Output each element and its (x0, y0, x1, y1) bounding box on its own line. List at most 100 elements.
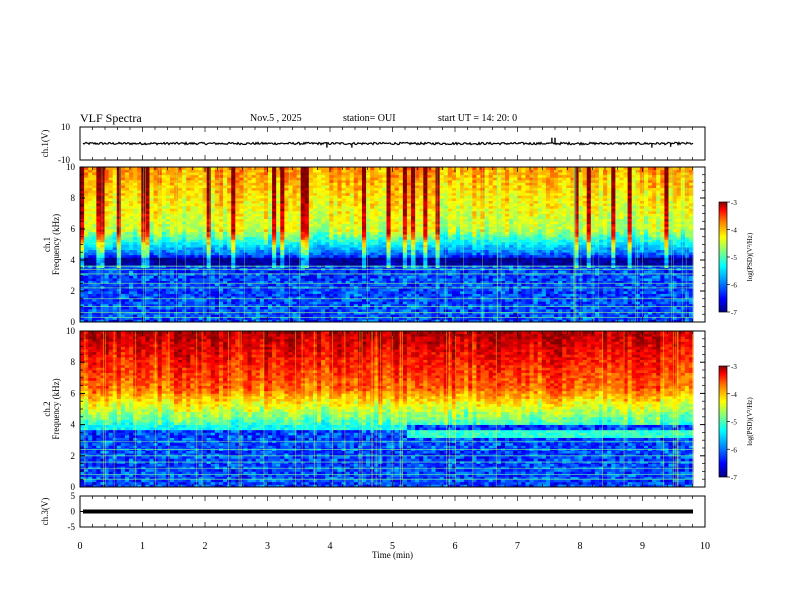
ch1-spectrogram-cell (390, 249, 396, 253)
ch1-spectrogram-cell (488, 239, 494, 243)
ch1-spectrogram-cell (321, 247, 326, 251)
ch1-spectrogram-cell (259, 265, 265, 269)
ch1-spectrogram-cell (133, 288, 138, 292)
ch1-spectrogram-cell (513, 260, 518, 263)
ch1-spectrogram-cell (603, 262, 608, 266)
ch1-spectrogram-cell (341, 265, 346, 269)
ch1-spectrogram-cell (202, 303, 208, 307)
ch1-spectrogram-cell (133, 291, 138, 294)
ch1-spectrogram-cell (108, 319, 114, 323)
ch1-spectrogram-cell (639, 314, 645, 318)
ch1-spectrogram-cell (676, 314, 682, 318)
ch1-spectrogram-cell (133, 283, 138, 287)
ch1-spectrogram-cell (472, 280, 477, 284)
ch1-spectrogram-cell (349, 278, 355, 282)
ch1-spectrogram-cell (521, 275, 526, 279)
ch1-spectrogram-cell (161, 303, 167, 307)
ch1-spectrogram-cell (165, 270, 171, 274)
ch1-spectrogram-cell (374, 316, 379, 320)
ch1-spectrogram-cell (104, 280, 109, 284)
ch1-spectrogram-cell (341, 280, 346, 284)
ch1-spectrogram-cell (288, 285, 293, 289)
ch1-spectrogram-cell (537, 319, 543, 323)
ch1-spectrogram-cell (276, 301, 281, 305)
ch1-spectrogram-cell (202, 296, 208, 300)
ch1-spectrogram-cell (672, 272, 678, 276)
ch1-spectrogram-cell (263, 257, 269, 261)
ch1-spectrogram-cell (435, 303, 440, 307)
ch1-spectrogram-cell (92, 311, 97, 315)
ch1-spectrogram-cell (288, 303, 293, 307)
ch1-spectrogram-cell (190, 303, 195, 307)
ch1-spectrogram-cell (635, 293, 641, 297)
ch1-spectrogram-cell (492, 265, 498, 269)
ch1-spectrogram-cell (558, 249, 563, 253)
ch1-spectrogram-cell (460, 296, 465, 300)
ch1-spectrogram-cell (431, 254, 436, 258)
ch1-spectrogram-cell (627, 249, 633, 253)
ch1-spectrogram-cell (194, 288, 199, 292)
ch1-spectrogram-cell (312, 303, 318, 307)
ch1-spectrogram-cell (603, 293, 608, 297)
ch1-spectrogram-cell (251, 249, 257, 253)
ch1-spectrogram-cell (484, 241, 490, 245)
ch1-spectrogram-cell (521, 265, 526, 269)
ch1-spectrogram-cell (541, 278, 547, 282)
ch1-spectrogram-cell (333, 236, 338, 240)
ch1-spectrogram-cell (247, 257, 252, 261)
ch1-spectrogram-cell (353, 249, 359, 253)
ch1-spectrogram-cell (631, 275, 637, 279)
ch1-spectrogram-cell (631, 319, 637, 323)
ch1-spectrogram-cell (513, 311, 518, 315)
ch1-spectrogram-cell (296, 316, 302, 320)
ch1-spectrogram-cell (366, 306, 371, 310)
ch1-spectrogram-cell (566, 270, 571, 274)
ch1-spectrogram-cell (272, 301, 277, 305)
ch1-spectrogram-cell (688, 249, 694, 253)
ch1-spectrogram-cell (603, 314, 608, 318)
ch1-spectrogram-cell (509, 293, 514, 297)
ch1-spectrogram-cell (80, 241, 85, 245)
ch1-spectrogram-cell (223, 298, 228, 302)
ch1-spectrogram-cell (594, 311, 600, 315)
ch1-spectrogram-cell (464, 296, 469, 300)
ch1-spectrogram-cell (255, 288, 261, 292)
ch1-spectrogram-cell (337, 301, 342, 305)
ch1-spectrogram-cell (190, 293, 195, 297)
ch1-spectrogram-cell (296, 301, 302, 305)
ch1-spectrogram-cell (337, 247, 342, 251)
ch1-spectrogram-cell (284, 309, 289, 313)
ch1-spectrogram-cell (161, 270, 167, 274)
ch1-spectrogram-cell (300, 301, 306, 305)
ch1-spectrogram-cell (312, 306, 318, 310)
ch1-spectrogram-cell (308, 285, 314, 289)
ch1-spectrogram-cell (517, 262, 522, 266)
ch1-spectrogram-cell (545, 314, 551, 318)
ch1-spectrogram-cell (235, 236, 240, 240)
ch1-spectrogram-cell (145, 270, 150, 274)
ch1-spectrogram-cell (419, 254, 424, 258)
ch1-spectrogram-cell (243, 316, 248, 320)
ch1-spectrogram-cell (129, 272, 134, 276)
ch1-spectrogram-cell (280, 303, 285, 307)
ch1-spectrogram-cell (361, 301, 367, 305)
ch1-spectrogram-cell (304, 285, 310, 289)
ch1-spectrogram-cell (521, 306, 526, 310)
ch1-spectrogram-cell (643, 291, 649, 294)
ch1-spectrogram-cell (648, 311, 653, 315)
ch1-spectrogram-cell (545, 272, 551, 276)
ch1-spectrogram-cell (615, 291, 620, 294)
ch1-spectrogram-cell (607, 278, 612, 282)
ch1-spectrogram-cell (149, 316, 154, 320)
ch1-spectrogram-cell (472, 319, 477, 323)
ch1-spectrogram-cell (582, 241, 588, 245)
ch1-spectrogram-cell (554, 319, 559, 323)
ch1-spectrogram-cell (476, 283, 481, 287)
ch1-spectrogram-cell (308, 288, 314, 292)
ch1-spectrogram-cell (292, 270, 297, 274)
ch1-spectrogram-cell (296, 257, 302, 261)
ch1-spectrogram-cell (623, 247, 628, 251)
ch1-spectrogram-cell (165, 262, 171, 266)
ch1-spectrogram-cell (92, 319, 97, 323)
ch1-spectrogram-cell (684, 319, 690, 323)
